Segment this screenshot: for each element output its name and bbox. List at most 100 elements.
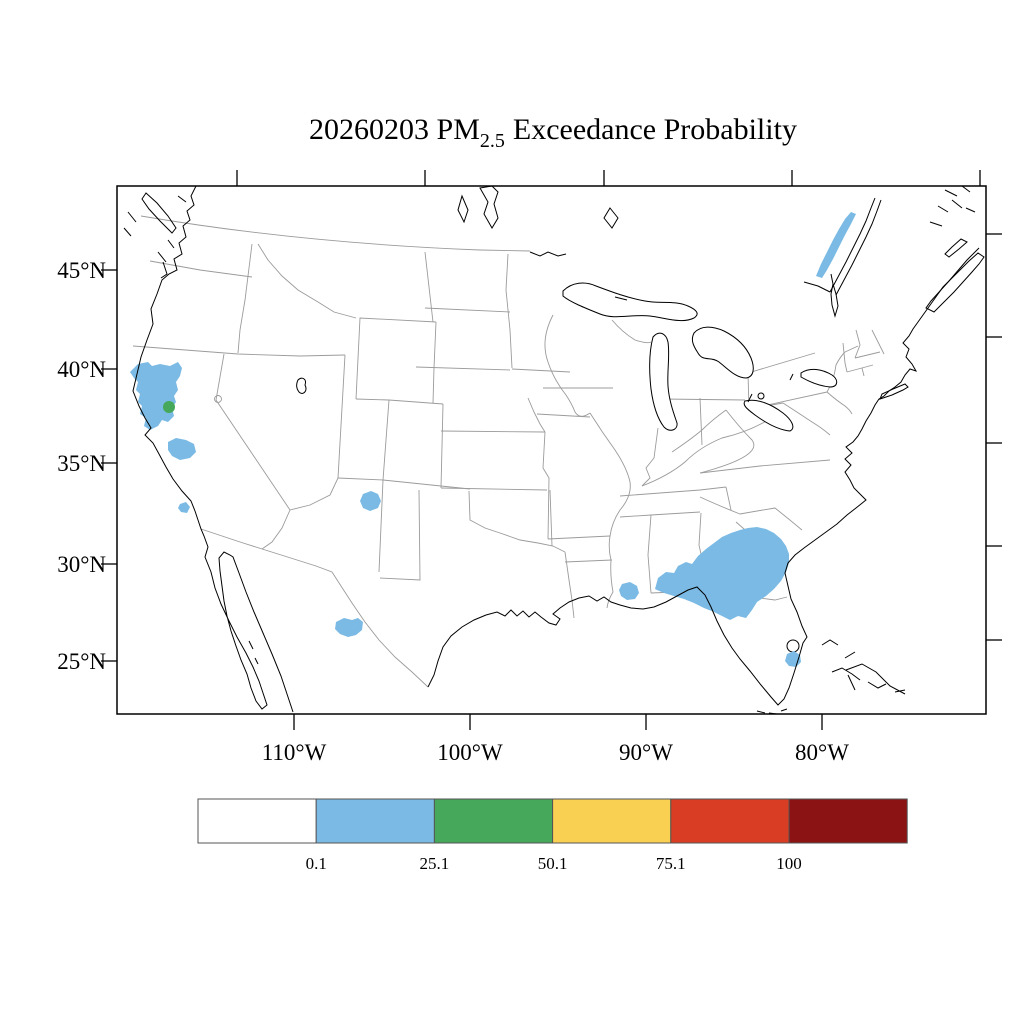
border-mo-ar — [547, 535, 611, 540]
border-mi-in-oh — [661, 398, 746, 401]
colorbar-labels: 0.1 25.1 50.1 75.1 100 — [306, 854, 802, 873]
lake-manitoba — [457, 194, 469, 224]
niagara-detroit-links — [747, 373, 794, 403]
lat-label-25n: 25°N — [57, 649, 106, 674]
coast-gulf-atlantic — [427, 247, 980, 706]
long-island — [879, 383, 909, 400]
border-id-mt — [257, 243, 357, 319]
lake-nipigon — [603, 207, 619, 229]
border-nh-me — [871, 329, 885, 355]
border-ct-ri-ma — [846, 364, 874, 373]
lon-label-80w: 80°W — [795, 740, 849, 765]
plot-title-subscript: 2.5 — [480, 130, 505, 152]
lake-superior — [562, 282, 698, 322]
blue-region-louisiana — [619, 582, 639, 600]
border-mt-nd — [424, 251, 434, 323]
border-ks-ok — [440, 487, 548, 491]
blue-region-st-lawrence — [816, 212, 856, 278]
border-ny-nj — [844, 345, 859, 353]
lake-huron — [691, 326, 754, 379]
border-or-id — [237, 243, 253, 354]
colorbar-label-0: 0.1 — [306, 854, 327, 873]
border-ok-ar — [549, 489, 553, 547]
border-ca-nv-az — [215, 353, 339, 511]
blue-region-new-mexico — [360, 491, 381, 511]
lake-tahoe — [214, 395, 222, 403]
border-35n-tn-ms-al — [619, 511, 701, 518]
probability-overlays — [130, 212, 856, 667]
border-co-ks — [440, 403, 444, 489]
border-tx-la — [564, 551, 575, 619]
border-us-mexico — [200, 528, 429, 688]
border-tn-nc — [725, 486, 732, 511]
border-nj-de — [826, 391, 853, 415]
colorbar-label-3: 75.1 — [656, 854, 686, 873]
border-nm-tx — [379, 489, 421, 581]
border-41n — [355, 398, 444, 405]
colorbar-cell-5 — [788, 798, 908, 844]
st-lawrence-river — [803, 197, 882, 296]
colorbar-cell-2 — [433, 798, 554, 844]
plot-title-prefix: 20260203 PM — [309, 113, 480, 146]
lat-label-40n: 40°N — [57, 357, 106, 382]
gulf-st-lawrence-islands — [929, 186, 976, 227]
colorbar-cell-3 — [552, 798, 672, 844]
great-salt-lake — [296, 377, 307, 394]
border-wv-va — [699, 409, 755, 474]
colorbar-label-1: 25.1 — [420, 854, 450, 873]
lon-axis-labels: 110°W 100°W 90°W 80°W — [262, 740, 850, 765]
border-ky-tn — [619, 486, 727, 497]
border-il-in — [641, 427, 659, 487]
border-az-nm — [378, 479, 384, 573]
colorbar-label-4: 100 — [776, 854, 802, 873]
border-ma-north — [854, 351, 881, 359]
border-ms-al — [647, 514, 652, 594]
great-lakes — [296, 186, 838, 653]
border-us-canada — [140, 215, 531, 252]
border-ut-co — [382, 399, 390, 481]
border-wi-mi-up — [611, 319, 652, 344]
blue-region-west-texas — [335, 618, 363, 637]
border-va-nc — [699, 459, 831, 474]
border-upper-mississippi — [544, 314, 591, 417]
state-borders — [132, 215, 885, 688]
lat-label-30n: 30°N — [57, 552, 106, 577]
border-ar-la — [564, 559, 613, 563]
lat-label-35n: 35°N — [57, 451, 106, 476]
border-mississippi-river — [589, 412, 631, 609]
lake-michigan — [649, 332, 678, 431]
coast-pacific-baja — [132, 186, 294, 713]
colorbar-cell-0 — [197, 798, 317, 844]
border-mn-dakotas — [505, 253, 513, 369]
colorbar: 0.1 25.1 50.1 75.1 100 — [197, 798, 908, 873]
border-sd-ne — [415, 366, 511, 371]
border-nd-sd — [424, 307, 511, 313]
lake-winnipeg — [479, 186, 499, 229]
border-ks-mo — [542, 431, 550, 540]
border-vt-nh — [854, 329, 861, 359]
blue-region-socal-dot — [178, 502, 190, 513]
lat-axis-labels: 45°N 40°N 35°N 30°N 25°N — [57, 258, 106, 674]
vancouver-island — [141, 192, 177, 234]
blue-region-southeast — [655, 527, 789, 620]
blue-region-central-ca — [168, 438, 196, 460]
border-in-oh — [699, 397, 703, 446]
lake-st-clair — [757, 392, 765, 400]
bahamas-cuba — [821, 639, 906, 695]
map-frame — [116, 185, 987, 715]
border-ohio-river — [641, 419, 769, 487]
border-mn-ia — [511, 368, 571, 373]
border-ne-ia — [527, 397, 546, 433]
border-wa-or — [149, 260, 253, 278]
border-wy-east — [432, 321, 437, 404]
lake-ontario — [800, 368, 838, 388]
border-ok-tx-red-river — [468, 490, 566, 553]
prince-edward-island — [944, 238, 968, 258]
axis-ticks — [101, 170, 1002, 730]
border-ne-ks — [440, 430, 546, 433]
isle-royale — [614, 296, 628, 301]
lat-label-45n: 45°N — [57, 258, 106, 283]
gulf-california-islands — [248, 640, 259, 665]
border-wy-west-north — [355, 317, 437, 400]
